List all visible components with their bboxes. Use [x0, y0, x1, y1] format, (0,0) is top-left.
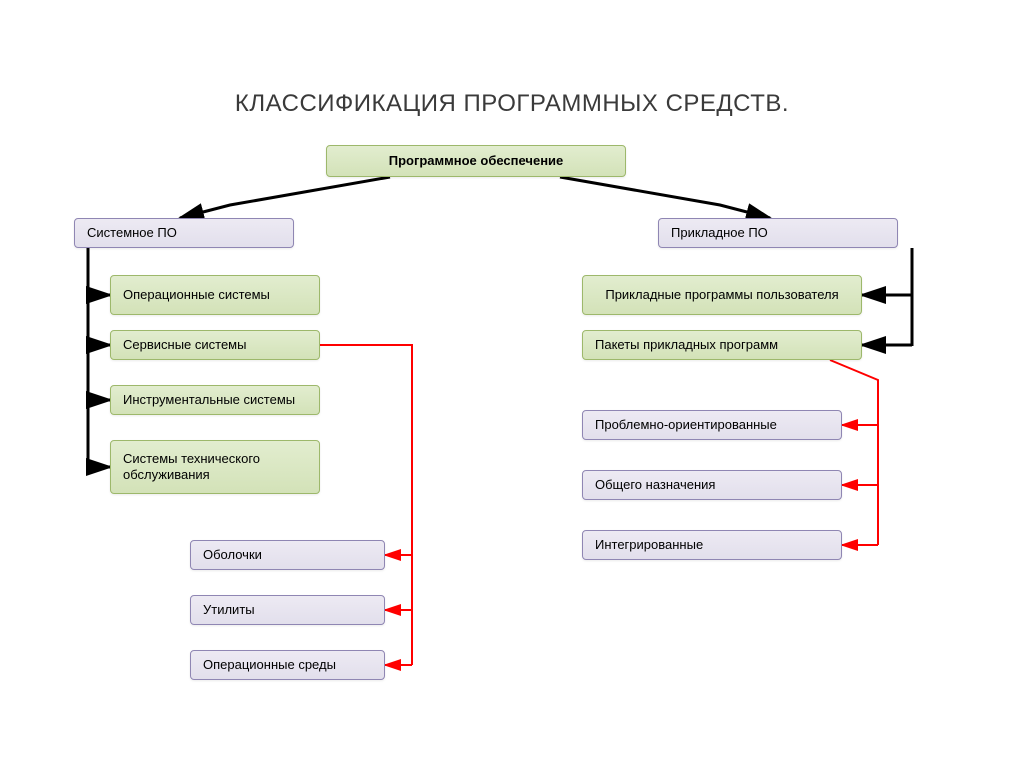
node-sys4: Системы технического обслуживания [110, 440, 320, 494]
node-sys1: Операционные системы [110, 275, 320, 315]
node-root: Программное обеспечение [326, 145, 626, 177]
node-sys: Системное ПО [74, 218, 294, 248]
node-sys2: Сервисные системы [110, 330, 320, 360]
diagram-title: КЛАССИФИКАЦИЯ ПРОГРАММНЫХ СРЕДСТВ. [0, 90, 1024, 118]
node-app: Прикладное ПО [658, 218, 898, 248]
node-srv3: Операционные среды [190, 650, 385, 680]
node-pkg3: Интегрированные [582, 530, 842, 560]
node-srv1: Оболочки [190, 540, 385, 570]
node-sys3: Инструментальные системы [110, 385, 320, 415]
node-app1: Прикладные программы пользователя [582, 275, 862, 315]
node-srv2: Утилиты [190, 595, 385, 625]
node-pkg2: Общего назначения [582, 470, 842, 500]
node-pkg1: Проблемно-ориентированные [582, 410, 842, 440]
node-app2: Пакеты прикладных программ [582, 330, 862, 360]
